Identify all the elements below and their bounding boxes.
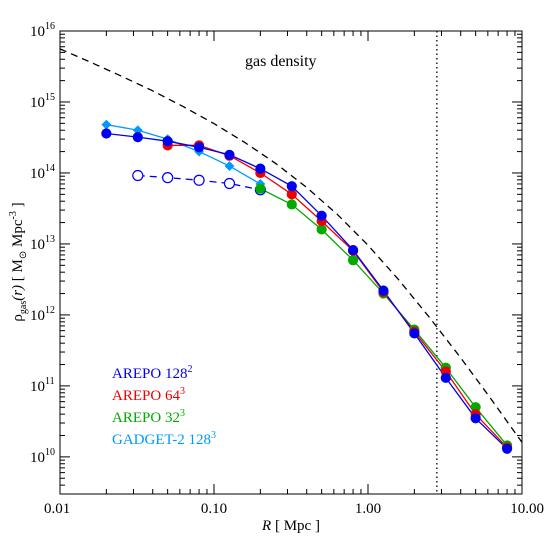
data-point xyxy=(316,210,327,221)
y-tick-label: 1013 xyxy=(30,234,55,253)
x-tick-label: 0.01 xyxy=(44,501,70,517)
data-point xyxy=(286,199,297,210)
x-tick-label: 10.00 xyxy=(510,501,544,517)
data-point xyxy=(101,119,112,130)
x-axis-title: R [ Mpc ] xyxy=(261,518,320,534)
y-tick-label: 1014 xyxy=(30,163,55,182)
series-line xyxy=(106,123,261,185)
data-point xyxy=(132,169,144,182)
annotation-gas-density: gas density xyxy=(245,53,317,70)
axis-ticks xyxy=(59,31,523,495)
series-line xyxy=(60,48,522,443)
legend: AREPO 1282 AREPO 643 AREPO 323 GADGET-2 … xyxy=(112,364,216,448)
legend-entry-arepo-64: AREPO 643 xyxy=(112,386,185,404)
data-point xyxy=(101,128,112,139)
data-point xyxy=(255,163,266,174)
data-point xyxy=(347,255,359,266)
data-point xyxy=(255,183,266,194)
markers xyxy=(101,119,513,454)
y-tick-label: 1010 xyxy=(30,447,55,466)
x-tick-label: 1.00 xyxy=(355,501,381,517)
data-point xyxy=(409,328,420,339)
series-line xyxy=(167,144,508,449)
data-point xyxy=(132,132,143,143)
data-point xyxy=(193,174,205,186)
data-point xyxy=(347,244,359,256)
data-point xyxy=(378,285,389,296)
data-point xyxy=(501,443,513,454)
data-point xyxy=(162,172,174,184)
tick-labels: 0.01 0.10 1.00 10.00 1010 1011 1012 1013 1014 101… xyxy=(30,21,544,517)
y-tick-label: 1015 xyxy=(30,92,55,111)
legend-entry-arepo-128: AREPO 1282 xyxy=(112,364,192,382)
plot-frame xyxy=(59,30,523,495)
legend-entry-arepo-32: AREPO 323 xyxy=(112,408,185,426)
data-point xyxy=(193,142,205,153)
data-point xyxy=(224,161,235,171)
data-point xyxy=(223,177,236,190)
x-tick-label: 0.10 xyxy=(201,501,227,517)
y-axis-title: ρgas(r) [ M⊙ Mpc-3 ] xyxy=(8,202,29,321)
data-point xyxy=(440,372,451,383)
y-tick-label: 1016 xyxy=(30,21,55,40)
y-tick-label: 1012 xyxy=(30,305,55,324)
data-point xyxy=(286,181,297,192)
data-point xyxy=(224,149,235,160)
y-tick-label: 1011 xyxy=(30,376,55,395)
data-point xyxy=(470,413,481,424)
data-point xyxy=(162,136,173,147)
series-line xyxy=(106,132,508,450)
data-point xyxy=(316,224,327,235)
legend-entry-gadget2-128: GADGET-2 1283 xyxy=(112,430,216,448)
